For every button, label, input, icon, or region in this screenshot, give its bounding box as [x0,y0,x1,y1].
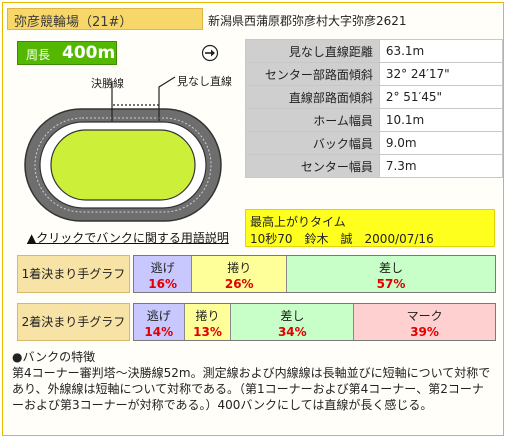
segment-percent: 34% [277,325,307,339]
bank-features-line: ーおよび第3コーナーが対称である。）400バンクにしては直線が長く感じる。 [12,398,433,412]
track-diagram[interactable]: 決勝線 見なし直線 [13,67,238,227]
spec-label: 見なし直線距離 [245,39,380,63]
segment-name: 逃げ [150,261,175,275]
apparent-straight-label: 見なし直線 [177,75,232,88]
bank-features: ●バンクの特徴 第4コーナー審判塔～決勝線52m。測定線および内線線は長軸並びに… [12,349,500,413]
bank-features-line: 第4コーナー審判塔～決勝線52m。測定線および内線線は長軸並びに短軸について対称… [12,366,491,380]
segment-name: 捲り [195,309,220,323]
spec-value: 2° 51′45" [378,85,504,109]
bar-segment: マーク 39% [354,304,495,340]
spec-row: バック幅員 9.0m [245,131,504,155]
bank-features-heading: ●バンクの特徴 [12,350,96,364]
fastest-time-detail: 10秒70 鈴木 誠 2000/07/16 [250,232,434,246]
segment-name: 差し [280,309,305,323]
finish-line-label: 決勝線 [91,77,124,90]
bar-segment: 捲り 26% [192,256,288,292]
spec-row: 直線部路面傾斜 2° 51′45" [245,85,504,109]
segment-percent: 26% [224,277,254,291]
track-length-label: 周長 [26,48,51,62]
track-length-badge: 周長 400m [17,41,117,65]
segment-percent: 13% [193,325,222,339]
track-dotted-line [34,117,212,213]
direction-icon [201,44,219,62]
segment-percent: 14% [144,325,174,339]
spec-value: 7.3m [378,154,504,178]
bank-features-line: あり、外線線は短軸について対称である。（第1コーナーおよび第4コーナー、第2コー… [12,382,484,396]
bar-segment: 逃げ 16% [134,256,193,292]
spec-value: 10.1m [378,108,504,132]
spec-label: センター部路面傾斜 [245,62,380,86]
spec-row: センター幅員 7.3m [245,154,504,178]
track-info-panel: 弥彦競輪場（21#） 新潟県西蒲原郡弥彦村大字弥彦2621 周長 400m 決勝… [2,2,504,436]
spec-label: ホーム幅員 [245,108,380,132]
spec-row: 見なし直線距離 63.1m [245,39,504,63]
track-length-value: 400m [62,43,116,63]
spec-value: 9.0m [378,131,504,155]
venue-address: 新潟県西蒲原郡弥彦村大字弥彦2621 [208,14,407,28]
segment-percent: 57% [376,277,406,291]
bar-segment: 逃げ 14% [134,304,185,340]
bar-segment: 差し 34% [231,304,355,340]
track-infield [50,129,196,201]
chart-label-second: 2着決まり手グラフ [17,303,130,341]
segment-percent: 39% [410,325,439,339]
venue-title-box: 弥彦競輪場（21#） [7,8,203,30]
spec-label: センター幅員 [245,154,380,178]
terms-explanation-link[interactable]: ▲クリックでバンクに関する用語説明 [27,231,229,245]
bar-segment: 捲り 13% [184,304,232,340]
segment-name: 逃げ [146,309,171,323]
segment-percent: 16% [148,277,178,291]
segment-name: 捲り [227,261,252,275]
apparent-straight-marker [158,76,176,121]
spec-label: バック幅員 [245,131,380,155]
chart-label-first: 1着決まり手グラフ [17,255,130,293]
spec-row: ホーム幅員 10.1m [245,108,504,132]
finish-bar-second: 逃げ 14% 捲り 13% 差し 34% マーク 39% [133,303,496,341]
venue-title: 弥彦競輪場（21#） [14,15,133,30]
spec-row: センター部路面傾斜 32° 24′17" [245,62,504,86]
spec-value: 32° 24′17" [378,62,504,86]
fastest-time-box: 最高上がりタイム 10秒70 鈴木 誠 2000/07/16 [245,209,495,247]
fastest-time-title: 最高上がりタイム [250,215,346,229]
track-spec-table: 見なし直線距離 63.1m センター部路面傾斜 32° 24′17" 直線部路面傾斜 2°… [245,39,504,178]
finish-bar-first: 逃げ 16% 捲り 26% 差し 57% [133,255,496,293]
spec-label: 直線部路面傾斜 [245,85,380,109]
bar-segment: 差し 57% [287,256,495,292]
segment-name: 差し [379,261,404,275]
segment-name: マーク [406,309,443,323]
spec-value: 63.1m [378,39,504,63]
track-oval-svg [24,76,222,222]
